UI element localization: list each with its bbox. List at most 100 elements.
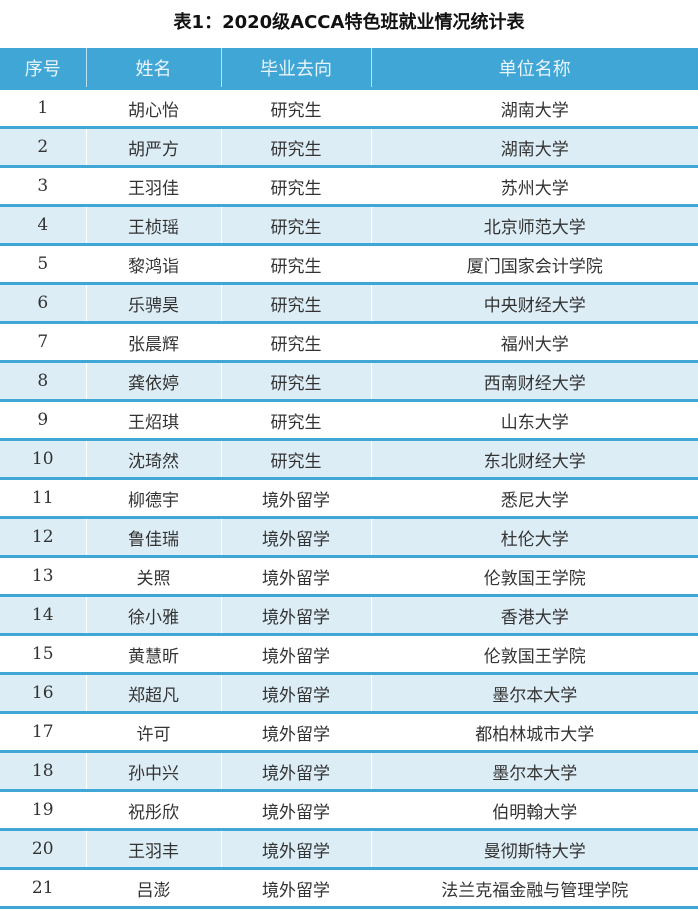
cell-institution: 苏州大学 — [370, 165, 698, 206]
cell-index: 21 — [0, 867, 86, 909]
header-name: 姓名 — [85, 48, 221, 89]
cell-destination: 境外留学 — [220, 516, 371, 557]
cell-name: 柳德宇 — [85, 477, 221, 518]
cell-name: 徐小雅 — [85, 594, 221, 635]
cell-name: 龚依婷 — [85, 360, 221, 401]
cell-index: 7 — [0, 321, 86, 362]
cell-institution: 墨尔本大学 — [370, 672, 698, 713]
cell-institution: 北京师范大学 — [370, 204, 698, 245]
table-row: 7 张晨辉 研究生 福州大学 — [0, 321, 698, 362]
cell-index: 1 — [0, 87, 86, 128]
table-row: 20 王羽丰 境外留学 曼彻斯特大学 — [0, 828, 698, 869]
cell-institution: 都柏林城市大学 — [370, 711, 698, 752]
cell-institution: 西南财经大学 — [370, 360, 698, 401]
cell-name: 黎鸿诣 — [85, 243, 221, 284]
table-row: 14 徐小雅 境外留学 香港大学 — [0, 594, 698, 635]
cell-institution: 伯明翰大学 — [370, 789, 698, 830]
cell-index: 18 — [0, 750, 86, 791]
cell-name: 乐骋昊 — [85, 282, 221, 323]
cell-index: 5 — [0, 243, 86, 284]
employment-table: 序号 姓名 毕业去向 单位名称 1 胡心怡 研究生 湖南大学 2 胡严方 研究生 湖南大学 3 王… — [0, 48, 698, 909]
table-row: 13 关照 境外留学 伦敦国王学院 — [0, 555, 698, 596]
cell-name: 王羽丰 — [85, 828, 221, 869]
cell-destination: 境外留学 — [220, 555, 371, 596]
cell-index: 15 — [0, 633, 86, 674]
table-row: 1 胡心怡 研究生 湖南大学 — [0, 87, 698, 128]
cell-index: 3 — [0, 165, 86, 206]
cell-destination: 研究生 — [220, 126, 371, 167]
cell-destination: 境外留学 — [220, 711, 371, 752]
cell-index: 20 — [0, 828, 86, 869]
table-row: 3 王羽佳 研究生 苏州大学 — [0, 165, 698, 206]
cell-index: 19 — [0, 789, 86, 830]
cell-name: 孙中兴 — [85, 750, 221, 791]
cell-index: 8 — [0, 360, 86, 401]
table-row: 5 黎鸿诣 研究生 厦门国家会计学院 — [0, 243, 698, 284]
cell-name: 鲁佳瑞 — [85, 516, 221, 557]
cell-institution: 山东大学 — [370, 399, 698, 440]
cell-institution: 福州大学 — [370, 321, 698, 362]
table-row: 15 黄慧昕 境外留学 伦敦国王学院 — [0, 633, 698, 674]
cell-institution: 厦门国家会计学院 — [370, 243, 698, 284]
table-row: 17 许可 境外留学 都柏林城市大学 — [0, 711, 698, 752]
cell-index: 11 — [0, 477, 86, 518]
header-institution: 单位名称 — [370, 48, 698, 89]
cell-institution: 法兰克福金融与管理学院 — [370, 867, 698, 909]
cell-institution: 香港大学 — [370, 594, 698, 635]
cell-index: 9 — [0, 399, 86, 440]
cell-name: 王炤琪 — [85, 399, 221, 440]
cell-destination: 研究生 — [220, 87, 371, 128]
cell-institution: 湖南大学 — [370, 126, 698, 167]
cell-institution: 杜伦大学 — [370, 516, 698, 557]
cell-name: 关照 — [85, 555, 221, 596]
cell-destination: 研究生 — [220, 360, 371, 401]
table-title: 表1：2020级ACCA特色班就业情况统计表 — [173, 12, 525, 33]
cell-destination: 研究生 — [220, 165, 371, 206]
cell-institution: 伦敦国王学院 — [370, 633, 698, 674]
cell-destination: 研究生 — [220, 243, 371, 284]
table-row: 16 郑超凡 境外留学 墨尔本大学 — [0, 672, 698, 713]
table-row: 2 胡严方 研究生 湖南大学 — [0, 126, 698, 167]
cell-destination: 研究生 — [220, 321, 371, 362]
cell-index: 6 — [0, 282, 86, 323]
cell-destination: 境外留学 — [220, 828, 371, 869]
cell-name: 郑超凡 — [85, 672, 221, 713]
cell-institution: 伦敦国王学院 — [370, 555, 698, 596]
header-index: 序号 — [0, 48, 86, 89]
cell-index: 13 — [0, 555, 86, 596]
cell-index: 17 — [0, 711, 86, 752]
cell-destination: 研究生 — [220, 399, 371, 440]
table-row: 9 王炤琪 研究生 山东大学 — [0, 399, 698, 440]
cell-name: 许可 — [85, 711, 221, 752]
cell-name: 王桢瑶 — [85, 204, 221, 245]
cell-destination: 境外留学 — [220, 477, 371, 518]
cell-index: 4 — [0, 204, 86, 245]
table-row: 10 沈琦然 研究生 东北财经大学 — [0, 438, 698, 479]
table-row: 8 龚依婷 研究生 西南财经大学 — [0, 360, 698, 401]
cell-index: 2 — [0, 126, 86, 167]
cell-institution: 墨尔本大学 — [370, 750, 698, 791]
table-row: 6 乐骋昊 研究生 中央财经大学 — [0, 282, 698, 323]
cell-institution: 湖南大学 — [370, 87, 698, 128]
cell-institution: 悉尼大学 — [370, 477, 698, 518]
cell-institution: 东北财经大学 — [370, 438, 698, 479]
cell-index: 14 — [0, 594, 86, 635]
cell-name: 胡心怡 — [85, 87, 221, 128]
cell-name: 黄慧昕 — [85, 633, 221, 674]
cell-destination: 研究生 — [220, 438, 371, 479]
cell-institution: 曼彻斯特大学 — [370, 828, 698, 869]
cell-name: 吕澎 — [85, 867, 221, 909]
cell-destination: 研究生 — [220, 282, 371, 323]
cell-destination: 研究生 — [220, 204, 371, 245]
header-row: 序号 姓名 毕业去向 单位名称 — [0, 48, 698, 89]
header-destination: 毕业去向 — [220, 48, 371, 89]
cell-destination: 境外留学 — [220, 867, 371, 909]
cell-destination: 境外留学 — [220, 789, 371, 830]
cell-name: 王羽佳 — [85, 165, 221, 206]
table-row: 4 王桢瑶 研究生 北京师范大学 — [0, 204, 698, 245]
table-row: 19 祝彤欣 境外留学 伯明翰大学 — [0, 789, 698, 830]
table-row: 11 柳德宇 境外留学 悉尼大学 — [0, 477, 698, 518]
cell-institution: 中央财经大学 — [370, 282, 698, 323]
cell-name: 胡严方 — [85, 126, 221, 167]
cell-name: 沈琦然 — [85, 438, 221, 479]
